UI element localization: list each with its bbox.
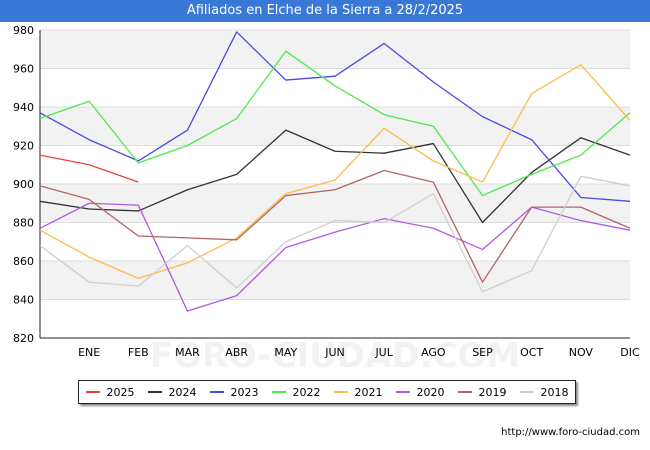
x-tick-label: ENE — [78, 346, 100, 359]
y-tick-label: 860 — [13, 255, 34, 268]
x-tick-label: NOV — [569, 346, 594, 359]
legend-swatch — [519, 391, 534, 393]
y-tick-label: 920 — [13, 140, 34, 153]
legend-item-2019: 2019 — [457, 385, 507, 399]
legend-label: 2021 — [354, 385, 383, 399]
legend-item-2018: 2018 — [519, 385, 569, 399]
axes — [39, 30, 630, 339]
series-line-2025 — [39, 154, 139, 183]
y-tick-label: 980 — [13, 24, 34, 37]
legend-label: 2025 — [106, 385, 135, 399]
legend-label: 2019 — [478, 385, 507, 399]
series-lines — [39, 31, 631, 312]
legend-swatch — [85, 391, 100, 393]
legend-label: 2020 — [416, 385, 445, 399]
y-tick-label: 880 — [13, 217, 34, 230]
y-tick-label: 900 — [13, 178, 34, 191]
x-tick-label: OCT — [520, 346, 543, 359]
legend: 2025 2024 2023 2022 2021 2020 2019 2018 — [78, 380, 576, 404]
series-line-2019 — [39, 169, 631, 283]
x-tick-label: AGO — [421, 346, 446, 359]
legend-item-2021: 2021 — [333, 385, 383, 399]
source-url: http://www.foro-ciudad.com — [501, 427, 640, 438]
x-tick-label: MAY — [274, 346, 297, 359]
series-line-2022 — [39, 50, 631, 197]
x-tick-labels: ENE FEB MAR ABR MAY JUN JUL AGO SEP OCT NOV DIC — [78, 346, 640, 359]
series-line-2018 — [39, 175, 631, 293]
chart-title: Afiliados en Elche de la Sierra a 28/2/2… — [0, 0, 650, 22]
series-line-2021 — [39, 64, 631, 279]
legend-swatch — [333, 391, 348, 393]
plot-band — [40, 261, 630, 300]
legend-item-2020: 2020 — [395, 385, 445, 399]
legend-item-2024: 2024 — [147, 385, 197, 399]
y-tick-label: 940 — [13, 101, 34, 114]
x-tick-label: ABR — [225, 346, 248, 359]
legend-item-2023: 2023 — [209, 385, 259, 399]
series-line-2024 — [39, 129, 631, 224]
x-tick-label: MAR — [175, 346, 200, 359]
series-line-2023 — [39, 31, 631, 202]
legend-swatch — [395, 391, 410, 393]
y-tick-label: 820 — [13, 332, 34, 345]
x-tick-label: JUN — [324, 346, 345, 359]
legend-label: 2022 — [292, 385, 321, 399]
line-chart: FORO-CIUDAD.COM 820 840 860 880 900 920 940 960… — [13, 24, 640, 376]
plot-band — [40, 30, 630, 69]
x-tick-label: JUL — [374, 346, 393, 359]
x-tick-label: SEP — [472, 346, 493, 359]
y-tick-label: 960 — [13, 63, 34, 76]
x-tick-label: DIC — [620, 346, 640, 359]
legend-swatch — [457, 391, 472, 393]
plot-bands — [40, 30, 630, 300]
plot-band — [40, 107, 630, 146]
legend-swatch — [271, 391, 286, 393]
legend-label: 2023 — [230, 385, 259, 399]
legend-label: 2018 — [540, 385, 569, 399]
x-tick-label: FEB — [128, 346, 149, 359]
watermark: FORO-CIUDAD.COM — [150, 336, 521, 376]
y-tick-label: 840 — [13, 294, 34, 307]
legend-swatch — [209, 391, 224, 393]
legend-item-2022: 2022 — [271, 385, 321, 399]
y-tick-labels: 820 840 860 880 900 920 940 960 980 — [13, 24, 34, 345]
legend-label: 2024 — [168, 385, 197, 399]
legend-item-2025: 2025 — [85, 385, 135, 399]
legend-swatch — [147, 391, 162, 393]
